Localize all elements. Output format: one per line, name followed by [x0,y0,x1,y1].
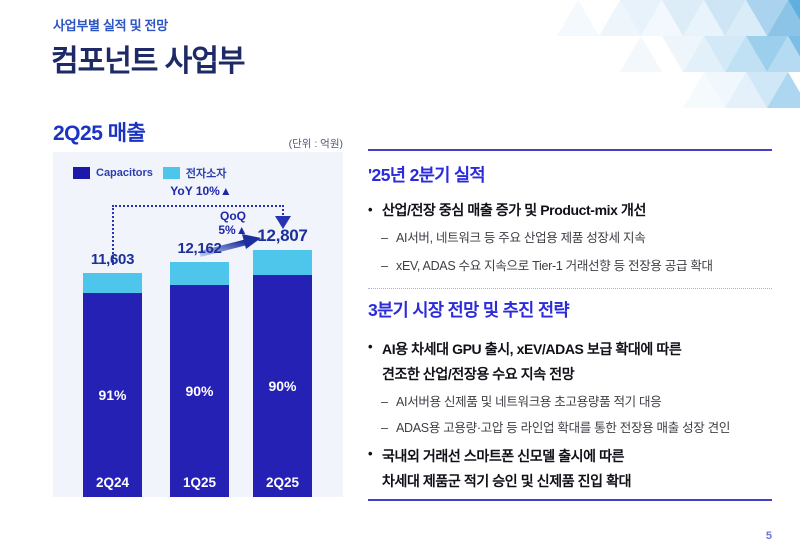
dash-marker: – [381,259,388,273]
dash-marker: – [381,395,388,409]
bar-category-label: 2Q24 [95,475,130,490]
qoq-annotation-line2: 5%▲ [218,223,248,237]
slide-eyebrow: 사업부별 실적 및 전망 [53,18,168,33]
capacitors-share-label: 90% [268,378,297,394]
legend-item-capacitors: Capacitors [73,167,153,179]
bar-electronic-segment [170,262,229,285]
sub-item: – AI서버, 네트워크 등 주요 산업용 제품 성장세 지속 [368,229,772,247]
legend-item-electronic: 전자소자 [162,165,227,181]
yoy-bracket-horizontal [112,205,284,207]
capacitors-share-label: 91% [98,387,127,403]
bar-capacitors-segment: 90% [253,275,312,497]
capacitors-share-label: 90% [185,383,214,399]
dash-marker: – [381,421,388,435]
bar-electronic-segment [253,250,312,275]
bar-capacitors-segment: 90% [170,285,229,497]
bar-electronic-segment [83,273,142,293]
chart-unit-label: (단위 : 억원) [288,138,343,150]
legend-label: Capacitors [96,167,153,179]
bullet-marker: • [368,446,373,461]
yoy-bracket-vertical-left [112,205,114,265]
bullet-item: • AI용 차세대 GPU 출시, xEV/ADAS 보급 확대에 따른 견조한… [368,337,772,387]
bullet-marker: • [368,202,373,217]
section-heading-q3-outlook: 3분기 시장 전망 및 추진 전략 [368,300,570,320]
section-divider-top [368,149,772,151]
qoq-growth-arrow-icon [199,234,261,257]
chart-title: 2Q25 매출 [53,122,146,145]
sub-text: ADAS용 고용량·고압 등 라인업 확대를 통한 전장용 매출 성장 견인 [396,421,731,435]
chart-legend: Capacitors 전자소자 [73,165,226,181]
bar-total-label: 11,603 [90,251,135,268]
yoy-bracket-vertical-right [282,205,284,215]
section-divider-bottom [368,499,772,501]
bullet-item: • 산업/전장 중심 매출 증가 및 Product-mix 개선 [368,200,772,220]
triangle-mosaic-decoration [557,0,800,108]
sub-item: – xEV, ADAS 수요 지속으로 Tier-1 거래선향 등 전장용 공급… [368,257,772,275]
page-number: 5 [765,530,772,542]
sub-text: xEV, ADAS 수요 지속으로 Tier-1 거래선향 등 전장용 공급 확… [396,259,713,273]
page-title: 컴포넌트 사업부 [51,45,246,78]
legend-swatch-capacitors [73,167,90,179]
yoy-down-arrow-icon [275,216,291,229]
section-divider-dotted [368,288,772,289]
sub-text: AI서버, 네트워크 등 주요 산업용 제품 성장세 지속 [396,231,646,245]
legend-label: 전자소자 [185,168,227,180]
bullet-marker: • [368,339,373,354]
sub-item: – AI서버용 신제품 및 네트워크용 초고용량품 적기 대응 [368,393,772,411]
bar-group: 11,603 91% 2Q24 [83,251,142,497]
chart-panel: Capacitors 전자소자 YoY 10%▲ QoQ 5%▲ [53,152,343,497]
bullet-text-line2: 차세대 제품군 적기 승인 및 신제품 진입 확대 [382,473,632,489]
bar-total-label: 12,807 [257,226,308,245]
section-heading-q2-results: '25년 2분기 실적 [368,165,486,185]
sub-text: AI서버용 신제품 및 네트워크용 초고용량품 적기 대응 [396,395,662,409]
bar-category-label: 2Q25 [265,475,300,490]
bullet-text-line1: AI용 차세대 GPU 출시, xEV/ADAS 보급 확대에 따른 [382,341,682,357]
bar-group: 12,807 90% 2Q25 [253,226,312,497]
bullet-text-line1: 국내외 거래선 스마트폰 신모델 출시에 따른 [382,448,625,464]
sub-item: – ADAS용 고용량·고압 등 라인업 확대를 통한 전장용 매출 성장 견인 [368,419,772,437]
bar-group: 12,162 90% 1Q25 [170,240,229,497]
bar-total-label: 12,162 [177,240,222,257]
yoy-annotation: YoY 10%▲ [170,184,232,198]
qoq-annotation: QoQ 5%▲ [205,209,261,237]
bar-category-label: 1Q25 [182,475,217,490]
qoq-annotation-line1: QoQ [220,209,246,223]
legend-swatch-electronic [162,167,180,179]
right-column: '25년 2분기 실적 • 산업/전장 중심 매출 증가 및 Product-m… [368,140,772,501]
bar-capacitors-segment: 91% [83,293,142,497]
bullet-text: 산업/전장 중심 매출 증가 및 Product-mix 개선 [382,202,646,218]
dash-marker: – [381,231,388,245]
bullet-item: • 국내외 거래선 스마트폰 신모델 출시에 따른 차세대 제품군 적기 승인 … [368,444,772,494]
bullet-text-line2: 견조한 산업/전장용 수요 지속 전망 [382,366,575,382]
